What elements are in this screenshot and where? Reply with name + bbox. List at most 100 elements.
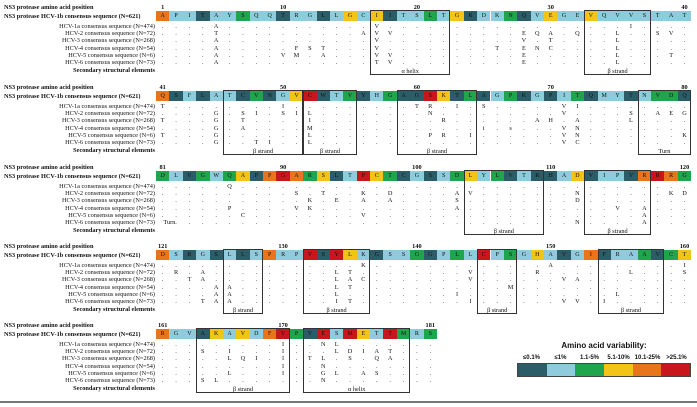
consensus-residue: G	[276, 171, 290, 181]
identity-dot: .	[255, 211, 258, 219]
identity-dot: .	[509, 269, 512, 277]
identity-dot: .	[175, 23, 177, 30]
genotype-row-label: HCV-6 consensus sequence (N=73)	[65, 59, 155, 66]
identity-dot: .	[429, 30, 432, 38]
identity-dot: .	[509, 103, 512, 110]
position-tick: 40	[681, 4, 688, 11]
identity-dot: .	[483, 197, 485, 205]
identity-dot: .	[549, 219, 552, 226]
identity-dot: .	[161, 377, 164, 384]
legend-title: Amino acid variability:	[561, 341, 647, 350]
identity-dot: .	[175, 355, 177, 363]
variant-residue: S	[241, 110, 245, 118]
alignment-block: NS3 protease amino acid position NS3 prot…	[0, 164, 697, 242]
identity-dot: .	[456, 269, 458, 277]
identity-dot: .	[228, 262, 231, 269]
identity-dot: .	[416, 190, 418, 198]
consensus-residue: T	[570, 91, 585, 101]
identity-dot: .	[402, 341, 405, 348]
identity-dot: .	[268, 290, 271, 298]
position-tick: 60	[413, 84, 421, 91]
identity-dot: .	[322, 204, 325, 212]
identity-dot: .	[416, 348, 418, 356]
identity-dot: .	[630, 103, 632, 110]
identity-dot: .	[268, 276, 271, 284]
identity-dot: .	[402, 37, 405, 45]
identity-dot: .	[228, 219, 231, 226]
identity-dot: .	[509, 110, 512, 118]
consensus-residue: W	[316, 91, 330, 101]
legend-label: >25.1%	[666, 355, 687, 361]
consensus-residue: Q	[263, 11, 277, 21]
identity-dot: .	[442, 290, 445, 298]
identity-dot: .	[563, 262, 565, 269]
identity-dot: .	[563, 117, 565, 125]
identity-dot: .	[429, 283, 432, 291]
identity-dot: .	[630, 30, 632, 38]
identity-dot: .	[469, 183, 472, 190]
identity-dot: .	[175, 124, 177, 132]
identity-dot: .	[442, 197, 445, 205]
position-tick: 121	[157, 243, 168, 250]
identity-dot: .	[496, 276, 498, 284]
identity-dot: .	[402, 219, 405, 226]
consensus-residue: Q	[156, 91, 170, 101]
identity-dot: .	[335, 110, 338, 118]
ss-label: β strand	[607, 228, 628, 235]
variant-residue: S	[655, 30, 660, 38]
identity-dot: .	[496, 59, 498, 66]
consensus-residue: N	[503, 11, 518, 21]
genotype-row-label: HCV-5 consensus sequence (N=6)	[68, 211, 155, 219]
identity-dot: .	[175, 262, 177, 269]
identity-dot: .	[349, 377, 351, 384]
identity-dot: .	[295, 283, 298, 291]
identity-dot: .	[295, 369, 298, 377]
identity-dot: .	[389, 117, 391, 125]
consensus-residue: A	[477, 91, 491, 101]
consensus-residue: T	[436, 11, 451, 21]
consensus-residue: S	[329, 329, 344, 339]
consensus-residue: V	[182, 171, 197, 181]
identity-dot: .	[362, 269, 365, 277]
consensus-residue: P	[610, 171, 625, 181]
identity-dot: .	[309, 23, 311, 30]
identity-dot: .	[242, 276, 244, 284]
identity-dot: .	[335, 139, 338, 146]
identity-dot: .	[509, 37, 512, 45]
position-tick: 81	[159, 164, 166, 171]
identity-dot: .	[603, 290, 605, 298]
identity-dot: .	[683, 51, 686, 59]
identity-dot: .	[643, 190, 646, 198]
variant-residue: A	[387, 355, 393, 363]
ss-label: β strand	[319, 148, 341, 155]
identity-dot: .	[416, 377, 418, 384]
variant-residue: L	[307, 110, 312, 118]
identity-dot: .	[429, 262, 432, 269]
variant-residue: i	[482, 124, 485, 132]
identity-dot: .	[549, 283, 552, 291]
variant-residue: T	[160, 131, 165, 139]
consensus-residue: P	[289, 250, 304, 260]
identity-dot: .	[429, 124, 432, 132]
identity-dot: .	[375, 197, 378, 205]
identity-dot: .	[295, 117, 298, 125]
identity-dot: .	[282, 283, 284, 291]
consensus-residue: R	[530, 171, 544, 181]
identity-dot: .	[161, 197, 164, 205]
consensus-residue: G	[370, 250, 384, 260]
identity-dot: .	[509, 131, 512, 139]
consensus-residue: R	[182, 250, 197, 260]
identity-dot: .	[643, 110, 646, 118]
ss-row-label: Secondary structural elements	[73, 67, 155, 74]
identity-dot: .	[643, 117, 646, 125]
identity-dot: .	[643, 103, 646, 110]
identity-dot: .	[402, 362, 405, 370]
variant-residue: A	[655, 110, 661, 118]
genotype-row-label: HCV-1a consensus sequence (N=474)	[59, 262, 155, 269]
identity-dot: .	[509, 183, 512, 190]
identity-dot: .	[309, 59, 311, 66]
identity-dot: .	[630, 219, 632, 226]
identity-dot: .	[202, 103, 204, 110]
variant-residue: T	[414, 103, 419, 110]
variant-residue: I	[469, 298, 472, 305]
